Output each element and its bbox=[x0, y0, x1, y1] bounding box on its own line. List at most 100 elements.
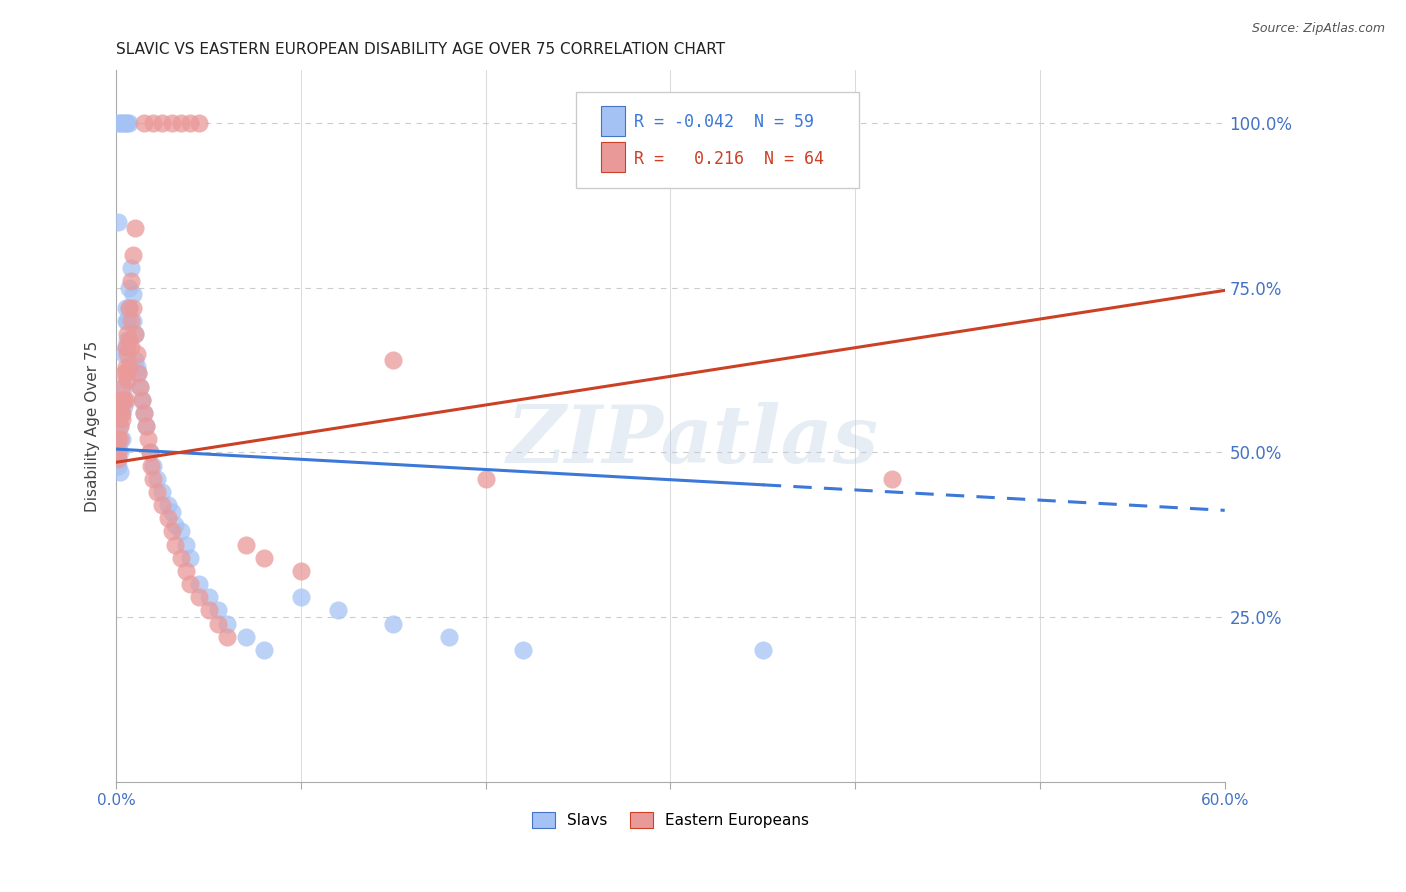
Point bbox=[107, 432, 129, 446]
Point bbox=[112, 399, 135, 413]
Point bbox=[142, 116, 165, 130]
Point bbox=[112, 367, 135, 381]
Point bbox=[179, 116, 201, 130]
Point bbox=[176, 538, 198, 552]
Point bbox=[135, 419, 157, 434]
Point bbox=[152, 484, 174, 499]
Bar bbox=[600, 106, 626, 136]
Point bbox=[108, 116, 131, 130]
Point bbox=[111, 406, 134, 420]
Point bbox=[117, 314, 139, 328]
Point bbox=[131, 392, 153, 407]
Point bbox=[117, 346, 139, 360]
Point bbox=[217, 616, 239, 631]
Point bbox=[114, 314, 136, 328]
Point bbox=[120, 274, 142, 288]
Point bbox=[129, 379, 152, 393]
Point bbox=[118, 301, 141, 315]
Bar bbox=[600, 142, 626, 172]
Point bbox=[114, 359, 136, 374]
Point bbox=[132, 406, 155, 420]
Point bbox=[107, 458, 129, 473]
Point bbox=[107, 116, 129, 130]
Point bbox=[160, 116, 183, 130]
Point bbox=[118, 116, 141, 130]
Point bbox=[117, 334, 139, 348]
Point bbox=[120, 260, 142, 275]
Point bbox=[112, 392, 135, 407]
Point bbox=[437, 630, 460, 644]
Point bbox=[124, 353, 146, 368]
Point bbox=[107, 439, 129, 453]
Point bbox=[122, 314, 145, 328]
Point bbox=[124, 326, 146, 341]
Point bbox=[107, 445, 129, 459]
Point bbox=[188, 577, 211, 591]
Point bbox=[127, 367, 149, 381]
Point bbox=[512, 643, 534, 657]
Point bbox=[107, 215, 129, 229]
Point bbox=[112, 116, 135, 130]
Point bbox=[132, 406, 155, 420]
Point bbox=[152, 116, 174, 130]
Point bbox=[118, 359, 141, 374]
Point bbox=[165, 517, 187, 532]
Point bbox=[111, 392, 134, 407]
Point bbox=[112, 379, 135, 393]
Point bbox=[118, 301, 141, 315]
Point bbox=[141, 458, 163, 473]
Point bbox=[152, 498, 174, 512]
Point bbox=[118, 281, 141, 295]
Point bbox=[125, 359, 148, 374]
Point bbox=[135, 419, 157, 434]
Point bbox=[138, 445, 160, 459]
Point bbox=[117, 326, 139, 341]
Point bbox=[108, 406, 131, 420]
Point bbox=[170, 524, 193, 539]
Point bbox=[125, 346, 148, 360]
Point bbox=[882, 472, 904, 486]
Point bbox=[142, 458, 165, 473]
Point bbox=[146, 484, 169, 499]
Point bbox=[122, 248, 145, 262]
FancyBboxPatch shape bbox=[576, 92, 859, 188]
Point bbox=[127, 367, 149, 381]
Point bbox=[114, 340, 136, 354]
Point bbox=[197, 591, 219, 605]
Point bbox=[124, 221, 146, 235]
Point bbox=[156, 511, 179, 525]
Point bbox=[124, 326, 146, 341]
Point bbox=[253, 550, 276, 565]
Point bbox=[170, 116, 193, 130]
Point bbox=[114, 392, 136, 407]
Point bbox=[474, 472, 496, 486]
Point bbox=[207, 616, 229, 631]
Point bbox=[179, 577, 201, 591]
Point bbox=[114, 340, 136, 354]
Point bbox=[170, 550, 193, 565]
Point bbox=[752, 643, 775, 657]
Point bbox=[207, 603, 229, 617]
Point bbox=[111, 412, 134, 426]
Point bbox=[160, 524, 183, 539]
Point bbox=[138, 445, 160, 459]
Point bbox=[122, 287, 145, 301]
Point bbox=[290, 591, 312, 605]
Point bbox=[108, 465, 131, 479]
Point bbox=[131, 392, 153, 407]
Text: Source: ZipAtlas.com: Source: ZipAtlas.com bbox=[1251, 22, 1385, 36]
Point bbox=[253, 643, 276, 657]
Text: R =   0.216  N = 64: R = 0.216 N = 64 bbox=[634, 151, 824, 169]
Point bbox=[114, 367, 136, 381]
Legend: Slavs, Eastern Europeans: Slavs, Eastern Europeans bbox=[526, 806, 815, 835]
Point bbox=[156, 498, 179, 512]
Text: R = -0.042  N = 59: R = -0.042 N = 59 bbox=[634, 113, 814, 131]
Point bbox=[326, 603, 349, 617]
Point bbox=[117, 373, 139, 387]
Point bbox=[120, 340, 142, 354]
Point bbox=[107, 445, 129, 459]
Point bbox=[107, 452, 129, 467]
Point bbox=[165, 538, 187, 552]
Point bbox=[108, 445, 131, 459]
Point bbox=[290, 564, 312, 578]
